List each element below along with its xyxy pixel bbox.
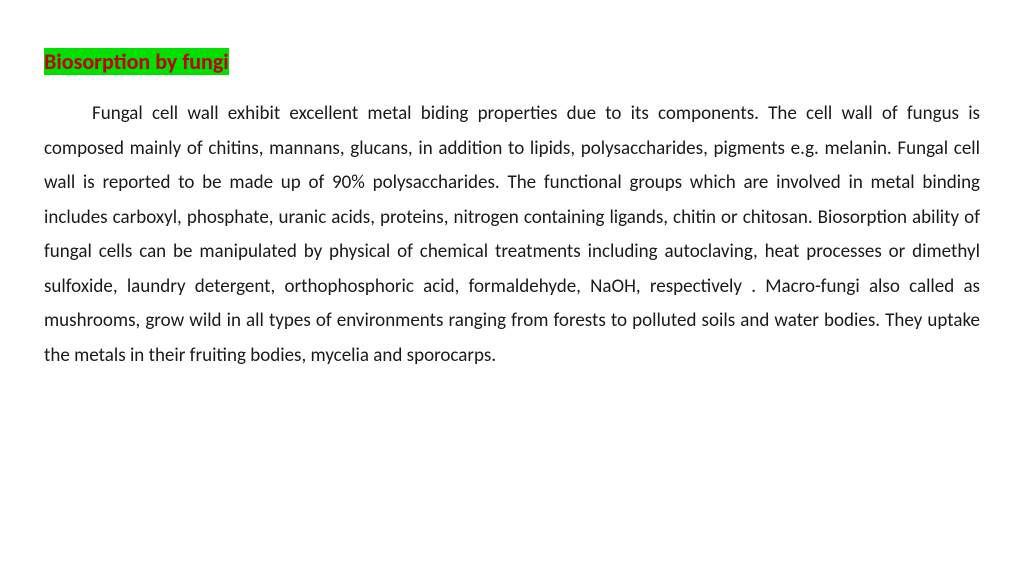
section-heading: Biosorption by fungi bbox=[44, 48, 229, 75]
body-paragraph: Fungal cell wall exhibit excellent metal… bbox=[44, 97, 980, 374]
